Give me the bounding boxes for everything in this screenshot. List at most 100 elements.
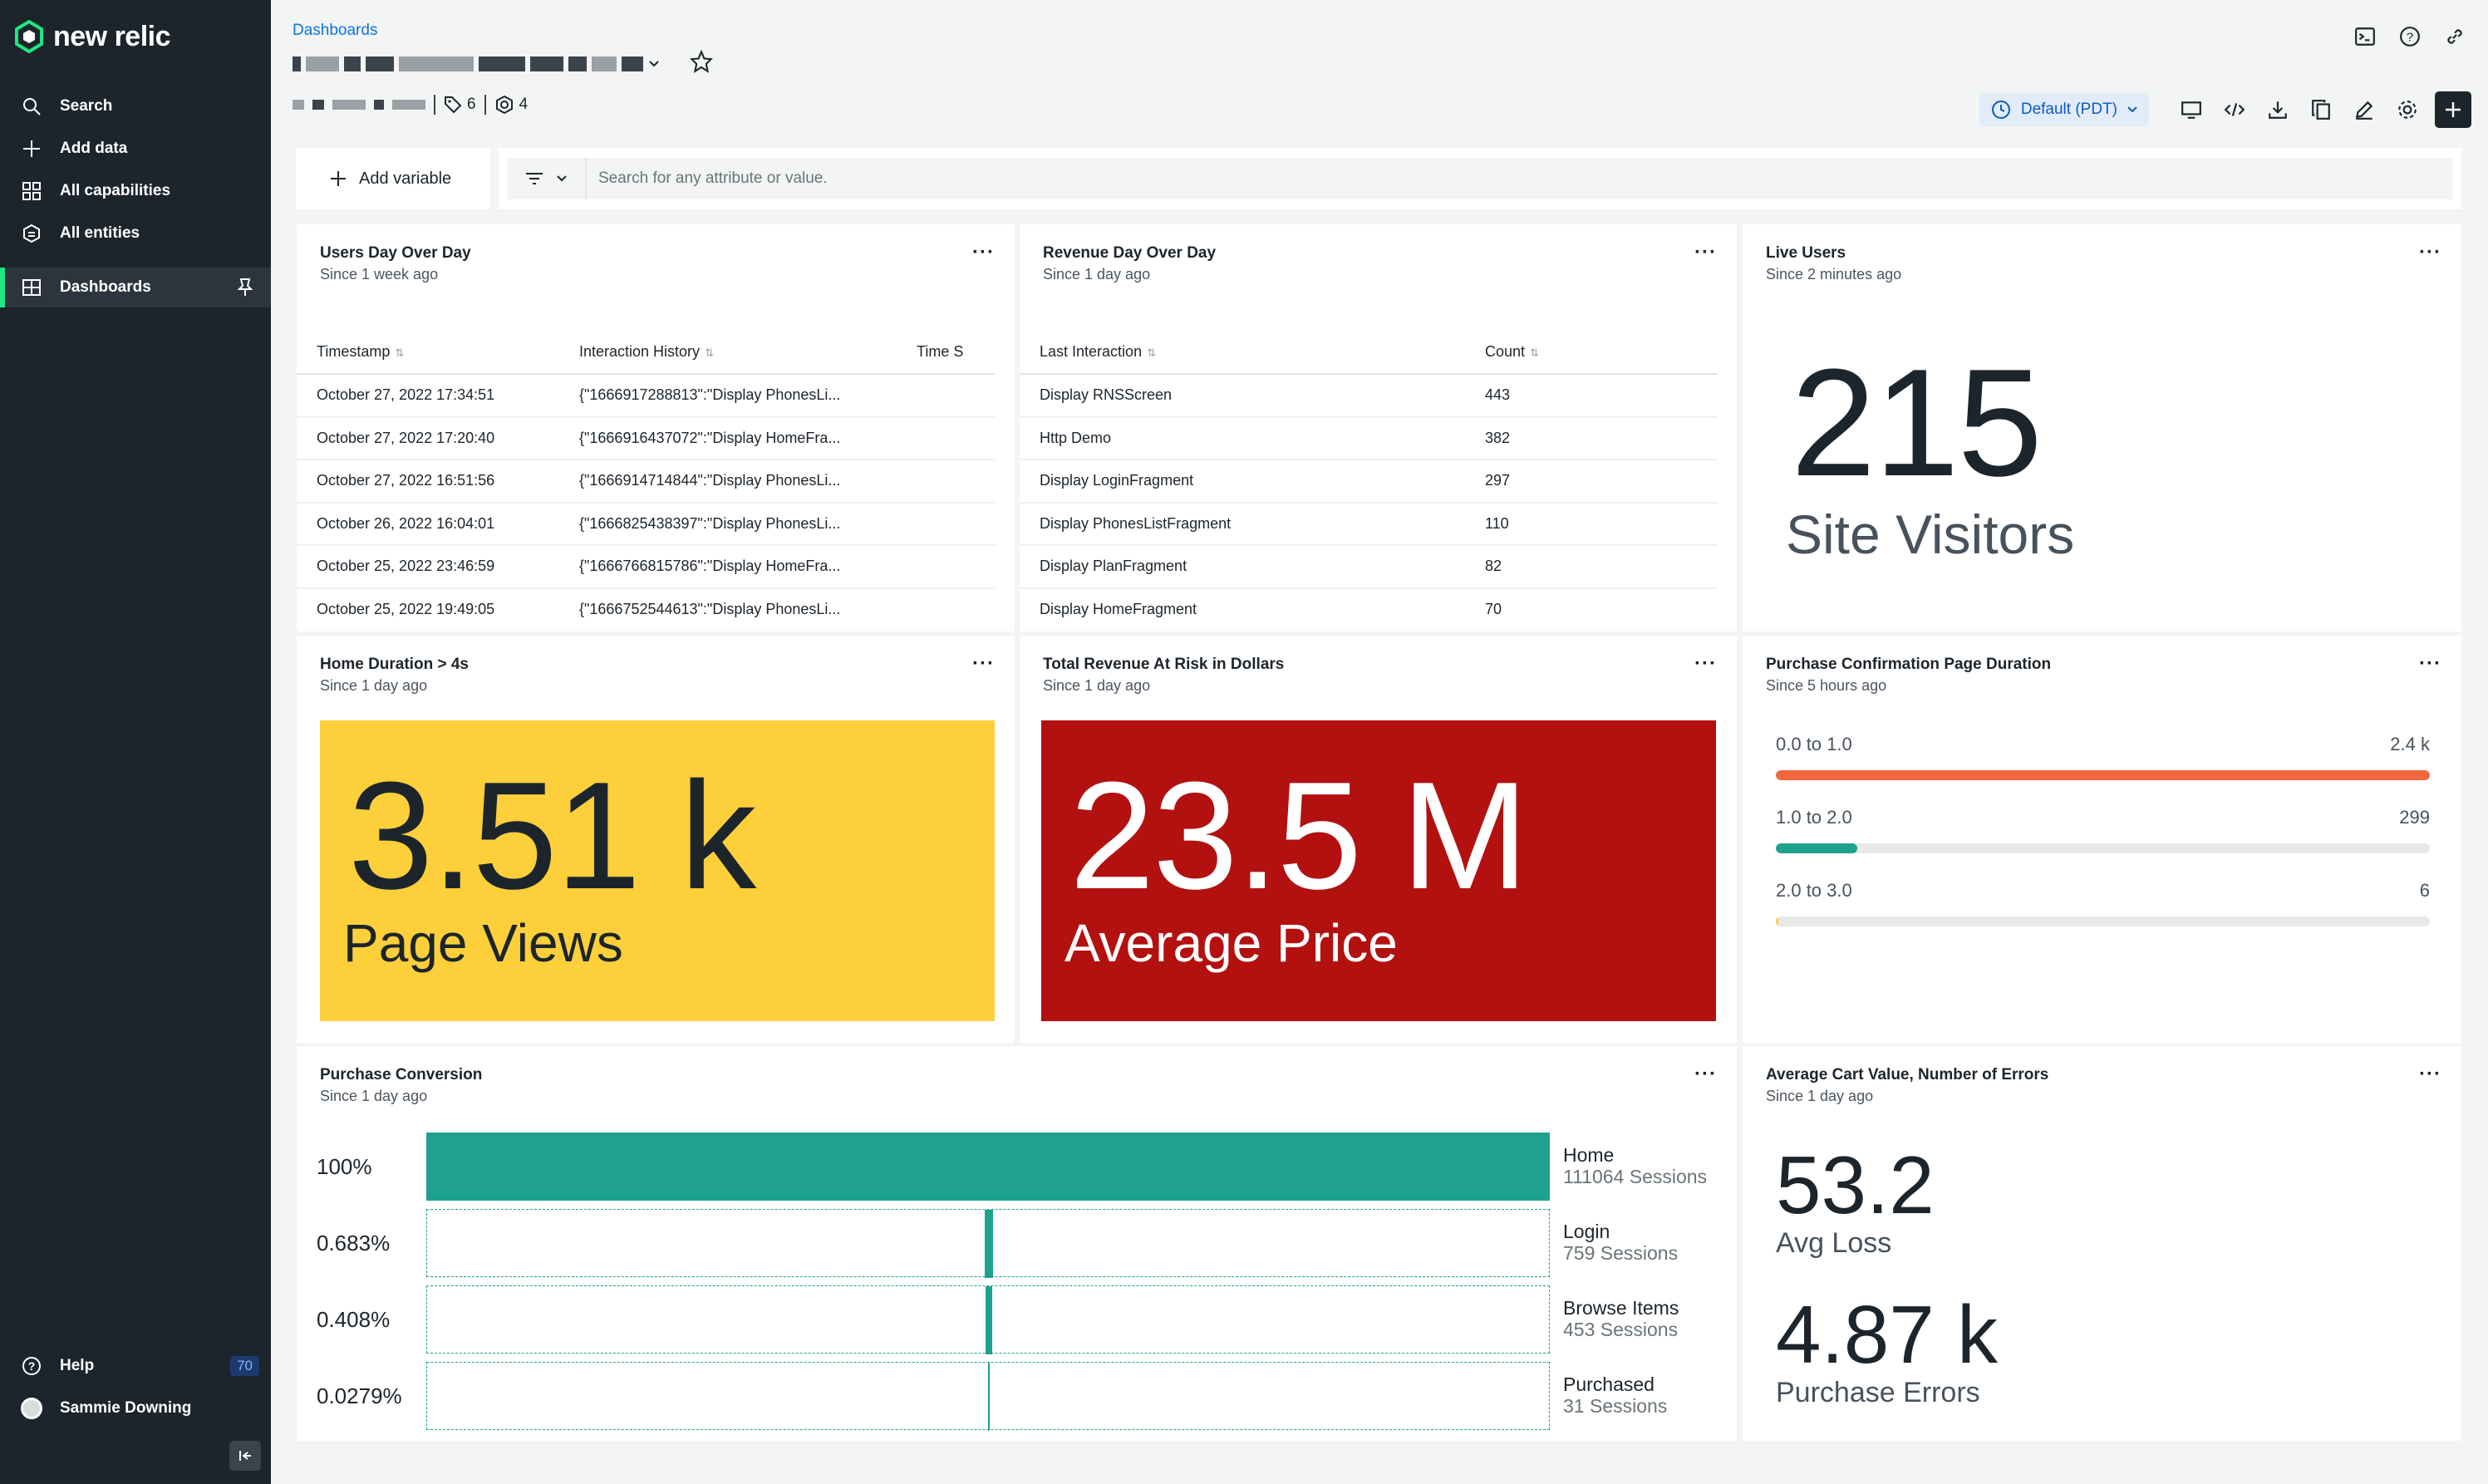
table-row[interactable]: Display LoginFragment 297 <box>1020 459 1718 504</box>
widget-menu-icon[interactable]: ··· <box>972 652 995 675</box>
sidebar-item-all-capabilities[interactable]: All capabilities <box>0 171 271 211</box>
funnel-bar <box>986 1286 992 1354</box>
widget-subtitle: Since 2 minutes ago <box>1766 266 1902 283</box>
sidebar-item-add-data[interactable]: Add data <box>0 129 271 169</box>
column-header[interactable]: Timestamp ⇅ <box>297 331 559 375</box>
funnel-step[interactable]: 100% Home 111064 Sessions <box>297 1133 1771 1202</box>
sidebar-item-help[interactable]: ? Help 70 <box>0 1346 271 1386</box>
sort-icon: ⇅ <box>1530 346 1539 359</box>
sidebar-item-dashboards[interactable]: Dashboards <box>0 268 271 307</box>
widget-menu-icon[interactable]: ··· <box>2419 241 2441 263</box>
sort-icon: ⇅ <box>395 346 405 359</box>
widget-menu-icon[interactable]: ··· <box>1694 652 1717 675</box>
tv-mode-icon[interactable] <box>2176 93 2207 126</box>
add-variable-button[interactable]: Add variable <box>296 148 490 209</box>
sidebar-item-search[interactable]: Search <box>0 86 271 126</box>
plus-icon <box>2446 102 2461 117</box>
help-circle-icon[interactable]: ? <box>2397 23 2423 50</box>
settings-gear-icon[interactable] <box>2392 93 2423 126</box>
table-row[interactable]: October 25, 2022 19:49:05 {"1666752544613… <box>317 601 841 618</box>
sidebar-item-all-entities[interactable]: All entities <box>0 214 271 253</box>
code-icon[interactable] <box>2219 93 2250 126</box>
widget-menu-icon[interactable]: ··· <box>1694 241 1717 263</box>
search-icon <box>20 95 43 118</box>
sidebar-item-label: Help <box>60 1357 95 1374</box>
sidebar-item-user[interactable]: Sammie Downing <box>0 1388 271 1428</box>
funnel-step[interactable]: 0.683% Login 759 Sessions <box>297 1209 1771 1279</box>
pin-icon[interactable] <box>236 278 254 302</box>
collapse-sidebar-button[interactable] <box>229 1441 261 1471</box>
terminal-icon[interactable] <box>2352 23 2378 50</box>
svg-text:?: ? <box>28 1359 36 1373</box>
table-row[interactable]: October 27, 2022 17:34:51 {"1666917288813… <box>297 374 995 418</box>
column-header[interactable]: Count ⇅ <box>1465 331 1718 375</box>
sort-icon: ⇅ <box>1147 346 1156 359</box>
table-row[interactable]: Display PhonesListFragment 110 <box>1020 502 1718 546</box>
billboard-label: Page Views <box>343 913 623 973</box>
dashboard-toolbar: Default (PDT) <box>1979 91 2471 128</box>
entities-icon <box>20 222 43 245</box>
user-name: Sammie Downing <box>60 1399 192 1417</box>
page-title[interactable] <box>293 49 714 77</box>
billboard-value: 4.87 k <box>1776 1289 1998 1380</box>
breadcrumb[interactable]: Dashboards <box>293 22 378 39</box>
chevron-down-icon[interactable] <box>648 60 660 68</box>
plus-icon <box>20 137 43 160</box>
funnel-step[interactable]: 0.0279% Purchased 31 Sessions <box>297 1362 1771 1432</box>
column-header[interactable]: Interaction History ⇅ <box>559 331 897 375</box>
billboard-label: Site Visitors <box>1786 504 2075 565</box>
table-row[interactable]: October 25, 2022 23:46:59 {"1666766815786… <box>297 545 995 589</box>
sidebar-item-label: All capabilities <box>60 182 171 199</box>
widget-purchase-conversion: Purchase Conversion Since 1 day ago ··· … <box>297 1046 1737 1441</box>
clock-icon <box>1991 101 2010 119</box>
copy-icon[interactable] <box>2305 93 2337 126</box>
table-row[interactable]: October 27, 2022 17:20:40 {"1666916437072… <box>297 416 995 460</box>
sidebar-item-label: Dashboards <box>60 278 151 296</box>
favorite-star-icon[interactable] <box>689 49 714 77</box>
widget-menu-icon[interactable]: ··· <box>2419 1063 2441 1085</box>
table-row[interactable]: October 27, 2022 16:51:56 {"1666914714844… <box>297 459 995 504</box>
dashboard-meta: 6 4 <box>293 95 528 115</box>
table-row[interactable]: October 26, 2022 16:04:01 {"1666825438397… <box>297 502 995 546</box>
new-relic-logo[interactable]: new relic <box>15 17 171 57</box>
histogram-bar-row[interactable]: 0.0 to 1.0 2.4 k <box>1776 734 2430 784</box>
link-icon[interactable] <box>2441 23 2468 50</box>
filter-icon <box>526 173 543 184</box>
histogram-bar-row[interactable]: 2.0 to 3.0 6 <box>1776 880 2430 930</box>
widget-menu-icon[interactable]: ··· <box>972 241 995 263</box>
table-header-row: Last Interaction ⇅ Count ⇅ <box>1020 331 1718 375</box>
chevron-down-icon <box>557 175 567 182</box>
column-header[interactable]: Last Interaction ⇅ <box>1020 331 1465 375</box>
widget-title: Revenue Day Over Day <box>1043 244 1217 262</box>
download-icon[interactable] <box>2262 93 2294 126</box>
billboard-value: 215 <box>1791 337 2043 508</box>
timezone-picker[interactable]: Default (PDT) <box>1979 93 2149 126</box>
funnel-step[interactable]: 0.408% Browse Items 453 Sessions <box>297 1285 1771 1355</box>
add-widget-button[interactable] <box>2435 91 2471 128</box>
widget-menu-icon[interactable]: ··· <box>1694 1063 1717 1085</box>
users-table: Timestamp ⇅ Interaction History ⇅ Time S O… <box>297 331 995 631</box>
sidebar: new relic Search Add data All capabiliti… <box>0 0 271 1484</box>
table-row[interactable]: Display RNSScreen 443 <box>1020 374 1718 418</box>
filter-bar <box>499 148 2461 209</box>
widget-home-duration: Home Duration > 4s Since 1 day ago ··· 3… <box>297 636 1015 1043</box>
table-row[interactable]: Display HomeFragment 70 <box>1040 601 1502 618</box>
plus-icon <box>331 171 346 186</box>
filter-type-select[interactable] <box>507 158 587 199</box>
help-count-badge: 70 <box>230 1356 259 1376</box>
widget-title: Home Duration > 4s <box>320 656 469 673</box>
histogram-bar-row[interactable]: 1.0 to 2.0 299 <box>1776 807 2430 857</box>
redacted-owner <box>293 100 304 110</box>
widget-menu-icon[interactable]: ··· <box>2419 652 2441 675</box>
edit-icon[interactable] <box>2348 93 2380 126</box>
billboard-critical: 23.5 M Average Price <box>1041 720 1716 1021</box>
grid-icon <box>20 179 43 203</box>
table-row[interactable]: Display PlanFragment 82 <box>1020 545 1718 589</box>
entities-chip[interactable]: 4 <box>494 95 528 115</box>
tags-chip[interactable]: 6 <box>444 96 476 114</box>
column-header[interactable]: Time S <box>897 331 995 375</box>
filter-search-input[interactable] <box>587 158 2453 199</box>
table-row[interactable]: Http Demo 382 <box>1020 416 1718 460</box>
widget-title: Average Cart Value, Number of Errors <box>1766 1066 2049 1084</box>
chevron-down-icon <box>2127 106 2137 113</box>
